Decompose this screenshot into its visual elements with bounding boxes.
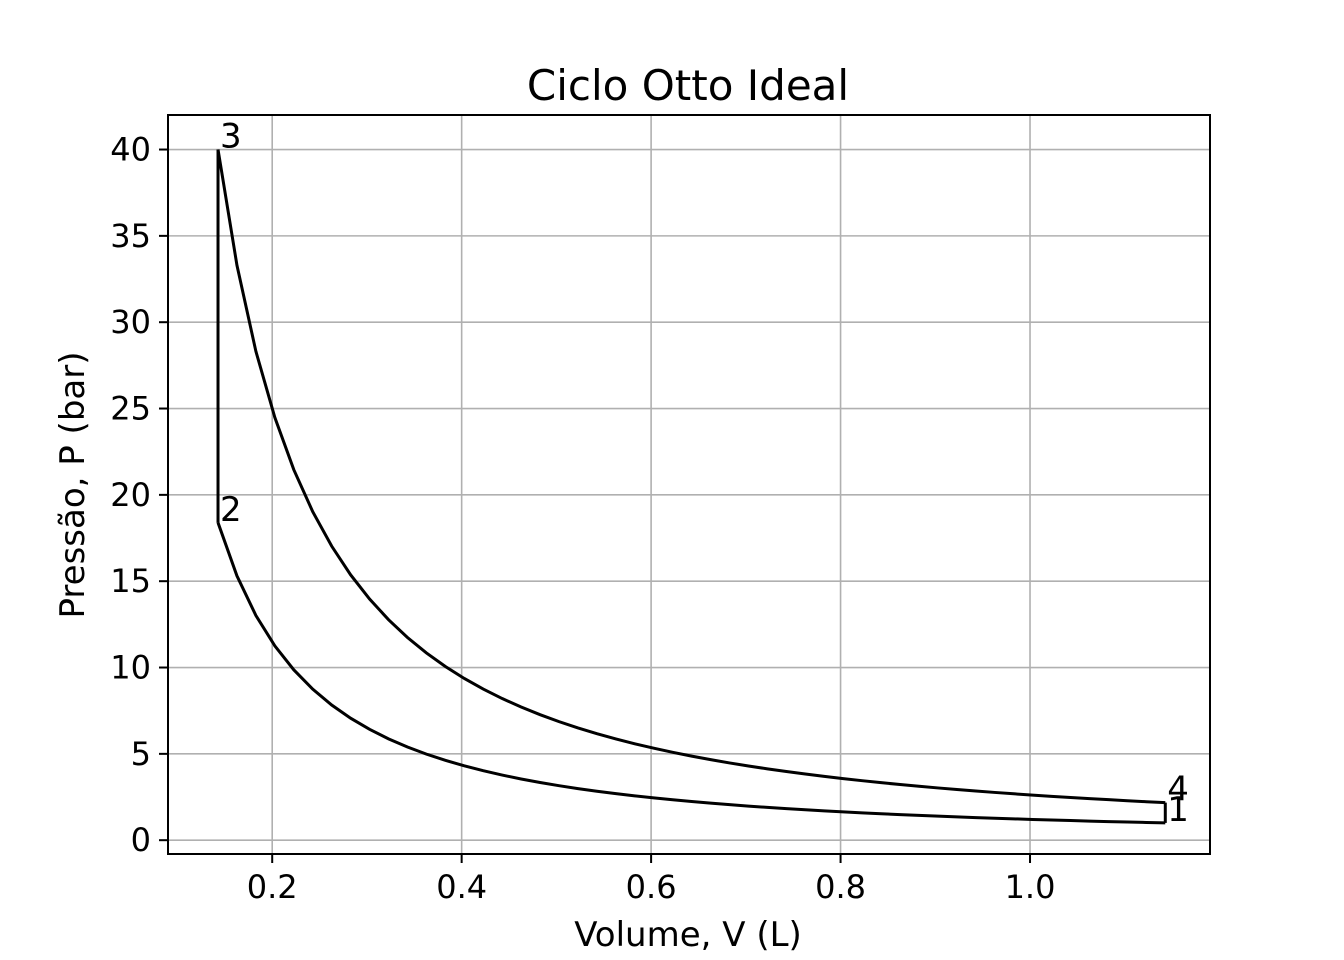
- state-label-3: 3: [220, 117, 242, 157]
- x-tick-label: 0.8: [815, 868, 866, 906]
- y-tick-label: 25: [110, 390, 151, 428]
- y-tick-label: 10: [110, 649, 151, 687]
- x-axis-label: Volume, V (L): [574, 915, 802, 955]
- compression-curve-1-2: [216, 522, 1166, 825]
- state-label-4: 4: [1167, 770, 1189, 810]
- grid-lines: [168, 115, 1210, 854]
- x-tick-label: 0.2: [247, 868, 298, 906]
- y-tick-label: 35: [110, 217, 151, 255]
- x-tick-label: 1.0: [1005, 868, 1056, 906]
- y-tick-label: 20: [110, 476, 151, 514]
- x-tick-label: 0.6: [626, 868, 677, 906]
- plot-frame: [167, 114, 1211, 855]
- y-tick-label: 5: [131, 735, 151, 773]
- y-axis-label: Pressão, P (bar): [53, 352, 93, 619]
- state-point-labels: 1 2 3 4: [220, 117, 1189, 830]
- state-label-1: 1: [1167, 790, 1189, 830]
- cycle-curves: [216, 149, 1167, 825]
- y-tick-label: 0: [131, 821, 151, 859]
- x-axis-ticks: 0.2 0.4 0.6 0.8 1.0: [247, 854, 1056, 906]
- y-tick-label: 40: [110, 131, 151, 169]
- y-tick-label: 15: [110, 562, 151, 600]
- y-tick-label: 30: [110, 303, 151, 341]
- y-axis-ticks: 0 5 10 15 20 25 30 35 40: [110, 131, 168, 859]
- chart-title: Ciclo Otto Ideal: [527, 61, 849, 110]
- state-label-2: 2: [220, 490, 242, 530]
- expansion-curve-3-4: [216, 149, 1166, 805]
- x-tick-label: 0.4: [436, 868, 487, 906]
